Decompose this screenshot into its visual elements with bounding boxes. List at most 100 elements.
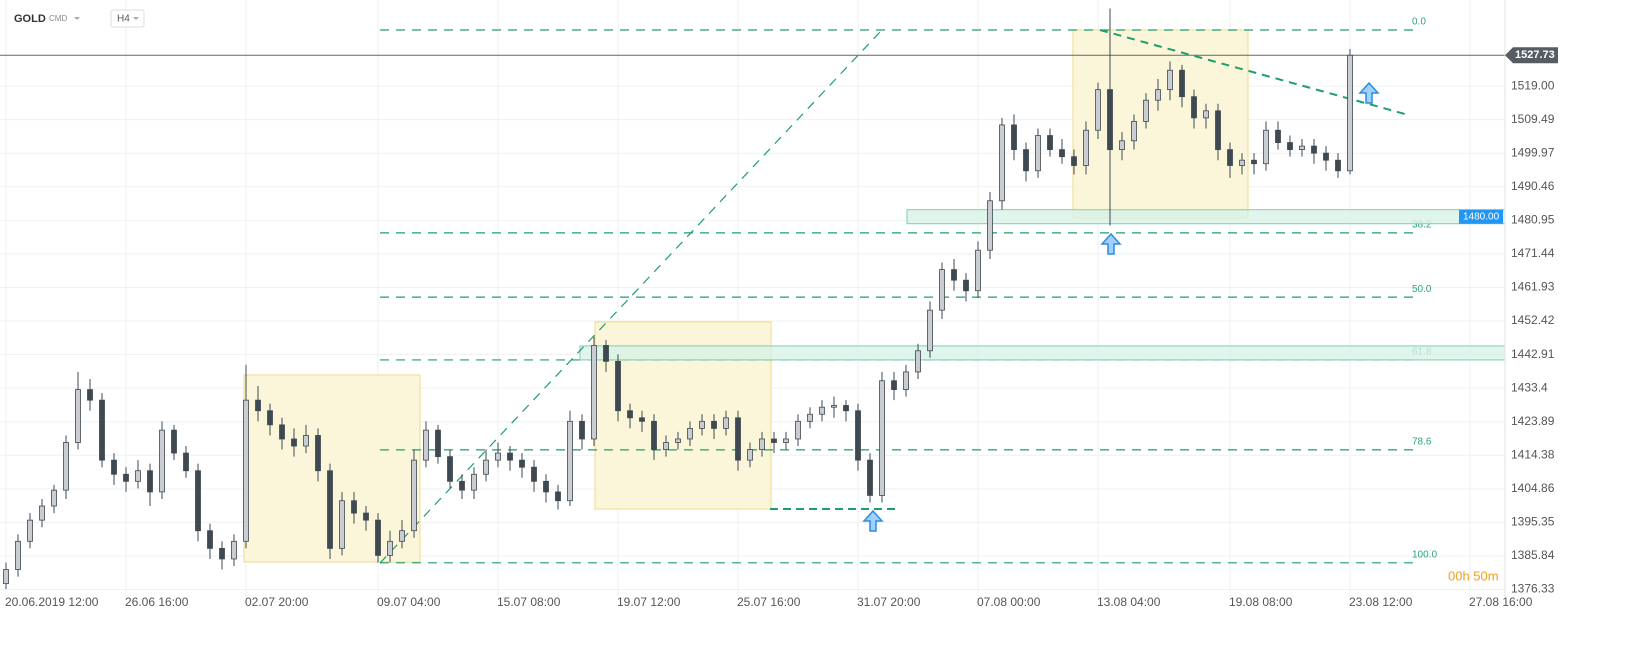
candle-body xyxy=(915,350,921,373)
x-tick-label: 23.08 12:00 xyxy=(1349,595,1413,609)
candle-body xyxy=(231,540,237,560)
x-tick-label: 19.07 12:00 xyxy=(617,595,681,609)
candle-body xyxy=(39,505,45,521)
candle-body xyxy=(1095,89,1101,131)
candle-body xyxy=(927,309,933,352)
candle-body xyxy=(1191,96,1197,119)
candle-body xyxy=(735,417,741,461)
candle-body xyxy=(1011,124,1017,151)
candle-body xyxy=(543,480,549,493)
candle-body xyxy=(315,435,321,472)
candle-body xyxy=(675,438,681,443)
candle-body xyxy=(1311,145,1317,154)
market: CMD xyxy=(49,14,67,23)
fib-label: 78.6 xyxy=(1412,437,1432,448)
candle-body xyxy=(459,480,465,491)
candle-body xyxy=(183,452,189,472)
candle-body xyxy=(75,389,81,443)
interval-selector[interactable] xyxy=(110,9,145,28)
dropdown-caret[interactable] xyxy=(74,17,80,20)
candle-body xyxy=(627,410,633,419)
up-arrow xyxy=(862,509,884,532)
candle-body xyxy=(1179,69,1185,98)
candle-body xyxy=(1347,54,1353,172)
candle-body xyxy=(1071,156,1077,166)
candle-body xyxy=(819,406,825,415)
candle-body xyxy=(3,569,9,585)
candle-body xyxy=(207,530,213,549)
support-tag xyxy=(1459,209,1503,224)
candle-body xyxy=(519,459,525,468)
candle-body xyxy=(147,470,153,493)
y-tick-label: 1452.42 xyxy=(1511,313,1555,327)
candle-body xyxy=(795,420,801,440)
candle-body xyxy=(447,456,453,482)
y-tick-label: 1519.00 xyxy=(1511,78,1555,92)
candle-body xyxy=(651,420,657,450)
candle-body xyxy=(267,410,273,426)
candle-body xyxy=(27,519,33,542)
bar-timer: 00h 50m xyxy=(1448,568,1499,583)
y-tick-label: 1423.89 xyxy=(1511,414,1555,428)
candle-body xyxy=(399,530,405,542)
candle-body xyxy=(279,424,285,440)
candle-body xyxy=(327,470,333,549)
candle-body xyxy=(843,405,849,412)
candle-body xyxy=(411,459,417,532)
candle-body xyxy=(303,435,309,447)
candle-body xyxy=(1167,69,1173,91)
candle-body xyxy=(1287,142,1293,151)
candle-body xyxy=(1083,129,1089,166)
candle-body xyxy=(555,491,561,502)
candle-body xyxy=(1263,129,1269,165)
symbol: GOLD xyxy=(14,13,46,25)
y-tick-label: 1509.49 xyxy=(1511,112,1555,126)
candle-body xyxy=(1023,149,1029,172)
candle-body xyxy=(195,470,201,532)
y-tick-label: 1404.86 xyxy=(1511,481,1555,495)
candle-body xyxy=(591,345,597,440)
candle-body xyxy=(1143,99,1149,122)
candle-body xyxy=(759,438,765,450)
candle-body xyxy=(15,540,21,570)
candle-body xyxy=(423,429,429,461)
candle-body xyxy=(123,473,129,482)
candle-body xyxy=(135,470,141,482)
x-tick-label: 02.07 20:00 xyxy=(245,595,309,609)
candle-body xyxy=(699,420,705,429)
up-arrow xyxy=(1100,232,1122,255)
candle-body xyxy=(99,399,105,461)
x-tick-label: 19.08 08:00 xyxy=(1229,595,1293,609)
support-label: 1480.00 xyxy=(1463,211,1500,222)
candle-body xyxy=(1155,89,1161,101)
x-tick-label: 13.08 04:00 xyxy=(1097,595,1161,609)
fib-label: 50.0 xyxy=(1412,284,1432,295)
interval: H4 xyxy=(117,14,130,25)
current-price-tag xyxy=(1505,47,1558,64)
candle-body xyxy=(567,420,573,502)
candle-body xyxy=(351,500,357,514)
candle-body xyxy=(255,399,261,412)
x-tick-label: 25.07 16:00 xyxy=(737,595,801,609)
candle-body xyxy=(387,540,393,556)
candle-body xyxy=(1323,152,1329,161)
fib-label: 100.0 xyxy=(1412,549,1437,560)
candle-body xyxy=(531,466,537,482)
candle-body xyxy=(711,420,717,429)
candle-body xyxy=(63,442,69,491)
y-tick-label: 1376.33 xyxy=(1511,582,1555,596)
candle-body xyxy=(1335,159,1341,172)
candle-body xyxy=(483,459,489,475)
candle-body xyxy=(831,405,837,408)
candle-body xyxy=(51,489,57,507)
candle-body xyxy=(963,279,969,292)
candle-body xyxy=(807,413,813,422)
candle-body xyxy=(111,459,117,475)
up-arrow xyxy=(1358,81,1380,104)
y-tick-label: 1395.35 xyxy=(1511,515,1555,529)
y-tick-label: 1490.46 xyxy=(1511,179,1555,193)
candle-body xyxy=(855,410,861,461)
candle-body xyxy=(939,269,945,311)
